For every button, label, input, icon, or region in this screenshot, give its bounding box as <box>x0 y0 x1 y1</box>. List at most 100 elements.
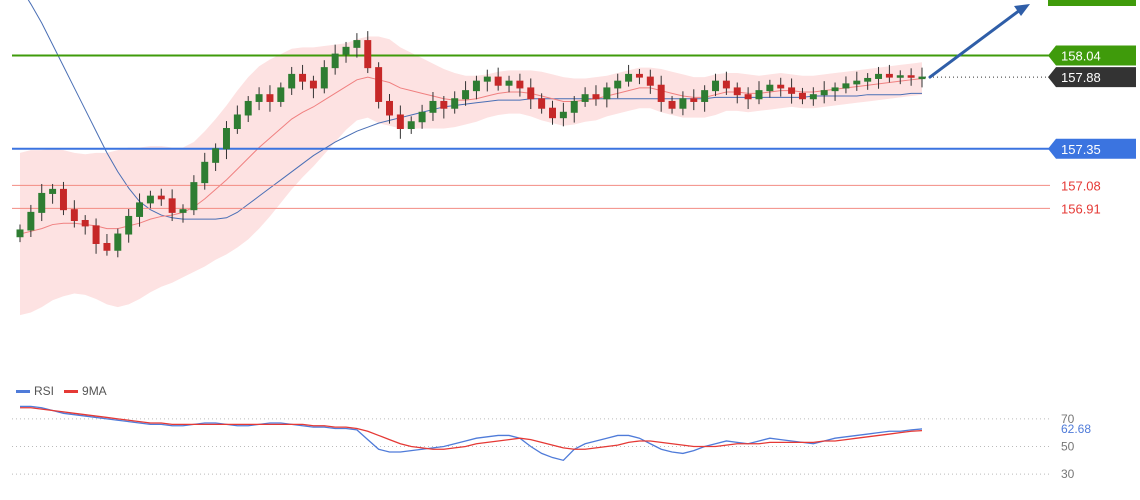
legend-item-rsi: RSI <box>16 384 54 398</box>
legend-swatch-9ma <box>64 389 79 393</box>
candle <box>462 81 470 106</box>
legend-swatch-rsi <box>16 389 30 393</box>
price-tag-last-price: 157.88 <box>1048 67 1136 88</box>
candle <box>136 193 144 227</box>
candle <box>375 62 383 109</box>
candle <box>798 87 806 105</box>
candle <box>505 75 513 93</box>
candlesticks <box>16 31 926 258</box>
candle <box>581 87 589 107</box>
candle <box>342 41 350 63</box>
price-tag-label: 158.04 <box>1061 48 1101 63</box>
candle <box>320 60 328 94</box>
candle <box>538 93 546 114</box>
candle <box>288 66 296 95</box>
candle <box>353 33 361 58</box>
candle <box>179 204 187 223</box>
candle <box>918 67 926 88</box>
price-tag-support: 157.35 <box>1048 138 1136 159</box>
candle <box>494 67 502 91</box>
candle <box>831 82 839 101</box>
candle <box>114 228 122 258</box>
candle <box>331 44 339 75</box>
candle <box>309 75 317 99</box>
candle <box>201 152 209 190</box>
price-tag-resistance: 158.04 <box>1048 45 1136 66</box>
candle <box>81 215 89 235</box>
candle <box>190 175 198 216</box>
candle <box>766 79 774 98</box>
candle <box>744 87 752 110</box>
price-tag-label: 157.08 <box>1061 178 1101 193</box>
candle <box>277 82 285 107</box>
candle <box>875 66 883 89</box>
rsi-tick-label: 50 <box>1061 440 1075 454</box>
candle <box>646 69 654 94</box>
candle <box>16 224 24 243</box>
price-tag-label: 156.91 <box>1061 201 1101 216</box>
rsi-9ma-line <box>20 407 923 450</box>
price-tag-pivot-2: 156.91 <box>1061 201 1101 216</box>
candle <box>244 96 252 123</box>
candle <box>755 81 763 105</box>
candle <box>70 200 78 228</box>
rsi-tick-label: 70 <box>1061 412 1075 426</box>
candle <box>885 64 893 83</box>
candle <box>472 75 480 100</box>
candle <box>788 78 796 104</box>
candle <box>266 85 274 112</box>
rsi-panel: 70 50 30 62.68 <box>12 405 1091 481</box>
price-tag-pivot-1: 157.08 <box>1061 178 1101 193</box>
rsi-legend: RSI 9MA <box>16 384 107 398</box>
candle <box>527 78 535 110</box>
moving-average-slow-line <box>27 0 922 220</box>
candle <box>222 121 230 160</box>
candle <box>690 89 698 111</box>
candle <box>299 64 307 90</box>
candle <box>255 87 263 111</box>
candle <box>842 76 850 94</box>
candle <box>614 73 622 99</box>
candle <box>516 73 524 97</box>
rsi-tick-label: 30 <box>1061 467 1075 481</box>
candle <box>396 105 404 139</box>
candle <box>103 234 111 256</box>
candle <box>212 143 220 171</box>
candle <box>418 104 426 129</box>
rsi-current-value: 62.68 <box>1061 422 1091 436</box>
candle <box>146 190 154 209</box>
candle <box>809 87 817 106</box>
candle <box>668 96 676 114</box>
candle <box>635 68 643 85</box>
candle <box>820 81 828 104</box>
candle <box>907 68 915 86</box>
candle <box>125 208 133 243</box>
candle <box>570 96 578 123</box>
price-tag-label: 157.35 <box>1061 142 1101 157</box>
candle <box>451 91 459 114</box>
candle <box>440 96 448 119</box>
candle <box>59 181 67 216</box>
moving-average-fast-line <box>19 76 923 235</box>
candle <box>157 188 165 206</box>
candle <box>603 82 611 108</box>
candle <box>679 91 687 116</box>
candle <box>712 73 720 97</box>
candle <box>49 183 57 204</box>
candle <box>733 82 741 104</box>
rsi-axis-ticks: 70 50 30 62.68 <box>1061 412 1091 481</box>
candle <box>701 85 709 112</box>
candle <box>559 102 567 127</box>
bollinger-band <box>20 36 922 316</box>
rsi-line <box>20 405 923 462</box>
price-tags: 158.04 157.88 157.35 157.08 156.91 <box>1048 0 1136 216</box>
candle <box>549 100 556 125</box>
candle <box>27 204 35 237</box>
candle <box>168 189 176 222</box>
legend-label-rsi: RSI <box>34 384 55 398</box>
candle <box>233 105 241 134</box>
candle <box>777 77 785 97</box>
price-levels <box>12 54 1050 209</box>
candle <box>364 31 372 74</box>
